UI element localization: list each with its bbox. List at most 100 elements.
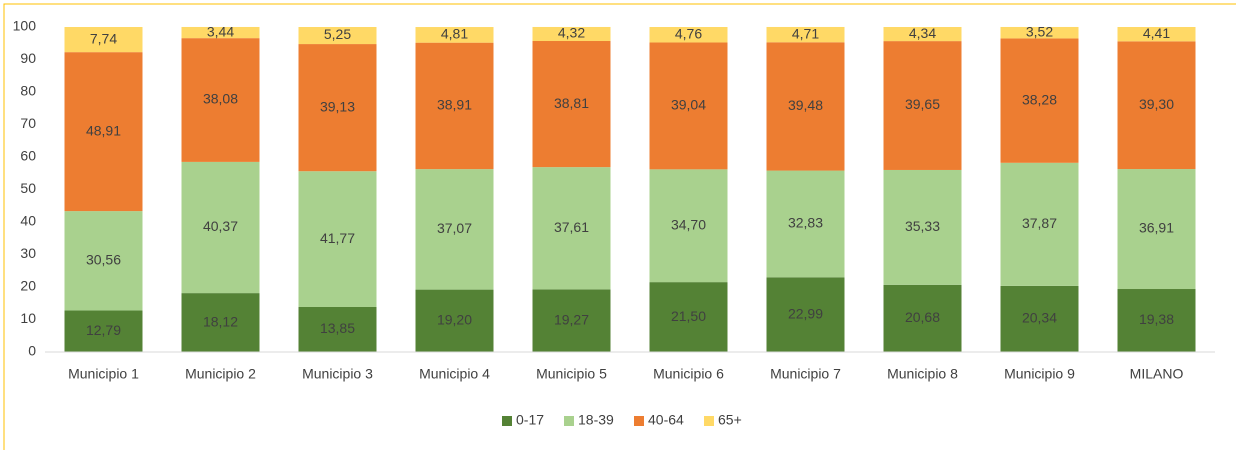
data-label: 38,91 bbox=[437, 97, 472, 113]
bar-segment bbox=[649, 42, 728, 170]
legend-label: 0-17 bbox=[516, 412, 544, 428]
bar-segment bbox=[532, 26, 611, 42]
bar-segment bbox=[1117, 289, 1196, 352]
bar-segment bbox=[298, 171, 377, 307]
legend-swatch bbox=[502, 416, 512, 426]
y-tick-label: 10 bbox=[20, 310, 36, 326]
data-label: 18,12 bbox=[203, 313, 238, 329]
data-label: 37,87 bbox=[1022, 215, 1057, 231]
chart-border bbox=[3, 3, 1236, 450]
legend-swatch bbox=[704, 416, 714, 426]
bar-segment bbox=[181, 293, 260, 352]
legend-label: 65+ bbox=[718, 412, 742, 428]
bar-segment bbox=[532, 167, 611, 290]
data-label: 30,56 bbox=[86, 251, 121, 267]
data-label: 13,85 bbox=[320, 320, 355, 336]
x-tick-label: Municipio 3 bbox=[302, 366, 373, 382]
y-tick-label: 50 bbox=[20, 180, 36, 196]
data-label: 38,81 bbox=[554, 95, 589, 111]
bar-segment bbox=[64, 211, 143, 311]
data-label: 19,38 bbox=[1139, 311, 1174, 327]
data-label: 4,71 bbox=[792, 25, 819, 41]
data-label: 5,25 bbox=[324, 26, 351, 42]
x-tick-label: Municipio 4 bbox=[419, 366, 490, 382]
data-label: 19,27 bbox=[554, 311, 589, 327]
data-label: 38,28 bbox=[1022, 91, 1057, 107]
data-label: 39,04 bbox=[671, 97, 706, 113]
bar-segment bbox=[298, 306, 377, 352]
data-label: 38,08 bbox=[203, 91, 238, 107]
bar-segment bbox=[883, 27, 962, 42]
data-label: 4,76 bbox=[675, 25, 702, 41]
x-tick-label: MILANO bbox=[1130, 366, 1184, 382]
y-tick-label: 70 bbox=[20, 115, 36, 131]
data-label: 4,81 bbox=[441, 26, 468, 42]
bar-segment bbox=[415, 289, 494, 352]
bar-segment bbox=[1117, 169, 1196, 290]
bar-segment bbox=[1000, 162, 1079, 286]
legend-label: 40-64 bbox=[648, 412, 684, 428]
bar-segment bbox=[181, 161, 260, 294]
bar-segment bbox=[766, 42, 845, 171]
data-label: 36,91 bbox=[1139, 220, 1174, 236]
y-tick-label: 30 bbox=[20, 245, 36, 261]
data-label: 20,34 bbox=[1022, 310, 1057, 326]
bar-segment bbox=[1000, 26, 1079, 39]
y-tick-label: 90 bbox=[20, 50, 36, 66]
data-label: 20,68 bbox=[905, 309, 940, 325]
y-tick-label: 100 bbox=[13, 18, 37, 34]
bar-segment bbox=[415, 42, 494, 170]
bar-segment bbox=[415, 169, 494, 290]
bar-segment bbox=[883, 169, 962, 285]
data-label: 32,83 bbox=[788, 215, 823, 231]
bar-segment bbox=[1117, 41, 1196, 170]
bar-segment bbox=[883, 41, 962, 170]
y-tick-label: 60 bbox=[20, 148, 36, 164]
bar-segment bbox=[64, 52, 143, 212]
data-label: 3,52 bbox=[1026, 23, 1053, 39]
data-label: 4,34 bbox=[909, 25, 936, 41]
bar-segment bbox=[298, 44, 377, 172]
bar-segment bbox=[64, 27, 143, 53]
y-tick-label: 20 bbox=[20, 278, 36, 294]
bar-segment bbox=[415, 27, 494, 43]
data-label: 7,74 bbox=[90, 30, 117, 46]
bar-segment bbox=[181, 26, 260, 39]
bar-segment bbox=[766, 26, 845, 43]
bar-segment bbox=[1117, 27, 1196, 42]
y-tick-label: 40 bbox=[20, 213, 36, 229]
x-tick-label: Municipio 8 bbox=[887, 366, 958, 382]
bar-segment bbox=[181, 38, 260, 162]
data-label: 22,99 bbox=[788, 305, 823, 321]
bar-segment bbox=[532, 41, 611, 168]
data-label: 4,32 bbox=[558, 25, 585, 41]
data-label: 3,44 bbox=[207, 23, 234, 39]
x-tick-label: Municipio 6 bbox=[653, 366, 724, 382]
data-label: 4,41 bbox=[1143, 25, 1170, 41]
x-tick-label: Municipio 9 bbox=[1004, 366, 1075, 382]
data-label: 39,30 bbox=[1139, 96, 1174, 112]
data-label: 48,91 bbox=[86, 122, 121, 138]
data-label: 37,61 bbox=[554, 219, 589, 235]
x-tick-label: Municipio 7 bbox=[770, 366, 841, 382]
bar-segment bbox=[649, 27, 728, 43]
legend-swatch bbox=[634, 416, 644, 426]
x-tick-label: Municipio 2 bbox=[185, 366, 256, 382]
data-label: 40,37 bbox=[203, 218, 238, 234]
data-label: 39,65 bbox=[905, 96, 940, 112]
data-label: 19,20 bbox=[437, 312, 472, 328]
data-label: 37,07 bbox=[437, 220, 472, 236]
data-label: 41,77 bbox=[320, 230, 355, 246]
data-label: 35,33 bbox=[905, 218, 940, 234]
bar-segment bbox=[64, 310, 143, 352]
x-tick-label: Municipio 1 bbox=[68, 366, 139, 382]
bar-segment bbox=[766, 277, 845, 352]
data-label: 39,48 bbox=[788, 97, 823, 113]
y-tick-label: 0 bbox=[28, 343, 36, 359]
y-tick-label: 80 bbox=[20, 83, 36, 99]
bar-segment bbox=[532, 289, 611, 352]
bar-segment bbox=[883, 284, 962, 352]
data-label: 34,70 bbox=[671, 216, 706, 232]
bar-segment bbox=[649, 169, 728, 283]
